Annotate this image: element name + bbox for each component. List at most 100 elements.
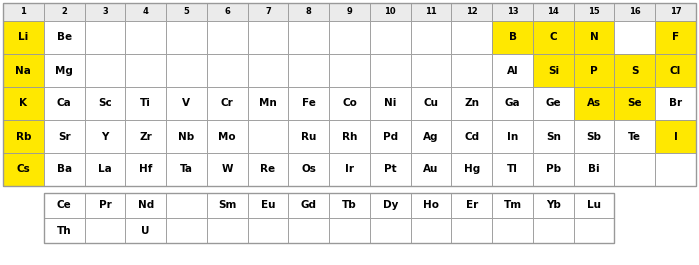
Text: Ga: Ga [505, 99, 520, 108]
Bar [492, 3, 533, 21]
Bar [655, 3, 696, 21]
Bar [125, 120, 166, 153]
Bar [452, 3, 492, 21]
Text: Pt: Pt [384, 165, 396, 174]
Bar [85, 120, 125, 153]
Bar [207, 21, 247, 54]
Text: Rb: Rb [15, 131, 31, 142]
Bar [370, 21, 410, 54]
Bar [289, 120, 329, 153]
Bar [166, 218, 207, 243]
Bar [492, 193, 533, 218]
Bar [247, 54, 289, 87]
Bar [166, 3, 207, 21]
Text: 2: 2 [62, 7, 67, 16]
Bar [85, 21, 125, 54]
Bar [533, 21, 574, 54]
Bar [289, 21, 329, 54]
Bar [289, 54, 329, 87]
Text: Dy: Dy [382, 201, 398, 210]
Bar [166, 193, 207, 218]
Text: Mn: Mn [259, 99, 277, 108]
Text: Ba: Ba [57, 165, 72, 174]
Bar [207, 54, 247, 87]
Text: 11: 11 [425, 7, 437, 16]
Bar [44, 218, 85, 243]
Bar [492, 218, 533, 243]
Text: 5: 5 [184, 7, 189, 16]
Bar [574, 120, 614, 153]
Bar [247, 120, 289, 153]
Bar [370, 120, 410, 153]
Text: Mg: Mg [55, 65, 73, 76]
Bar [3, 120, 44, 153]
Bar [614, 120, 655, 153]
Text: Lu: Lu [587, 201, 601, 210]
Bar [370, 87, 410, 120]
Bar [410, 3, 452, 21]
Bar [370, 54, 410, 87]
Bar [329, 120, 370, 153]
Bar [614, 3, 655, 21]
Bar [370, 3, 410, 21]
Text: Ti: Ti [140, 99, 151, 108]
Bar [410, 193, 452, 218]
Text: S: S [631, 65, 639, 76]
Text: Zn: Zn [464, 99, 480, 108]
Bar [3, 3, 696, 186]
Text: 10: 10 [384, 7, 396, 16]
Text: La: La [98, 165, 112, 174]
Text: Pb: Pb [546, 165, 561, 174]
Bar [574, 153, 614, 186]
Bar [410, 87, 452, 120]
Text: Tm: Tm [503, 201, 521, 210]
Bar [410, 218, 452, 243]
Text: 13: 13 [507, 7, 519, 16]
Bar [207, 193, 247, 218]
Text: Y: Y [101, 131, 108, 142]
Text: 8: 8 [306, 7, 312, 16]
Text: 4: 4 [143, 7, 149, 16]
Text: Pd: Pd [382, 131, 398, 142]
Bar [85, 193, 125, 218]
Text: 12: 12 [466, 7, 477, 16]
Text: V: V [182, 99, 190, 108]
Bar [3, 3, 44, 21]
Text: Ag: Ag [424, 131, 439, 142]
Bar [452, 54, 492, 87]
Bar [207, 120, 247, 153]
Text: Tb: Tb [342, 201, 357, 210]
Bar [533, 54, 574, 87]
Text: Cs: Cs [17, 165, 30, 174]
Text: Ni: Ni [384, 99, 396, 108]
Text: Th: Th [57, 226, 71, 236]
Bar [3, 21, 44, 54]
Text: 14: 14 [547, 7, 559, 16]
Bar [125, 54, 166, 87]
Text: 16: 16 [629, 7, 641, 16]
Bar [533, 193, 574, 218]
Bar [3, 87, 44, 120]
Text: Tl: Tl [507, 165, 518, 174]
Text: Au: Au [424, 165, 439, 174]
Bar [452, 193, 492, 218]
Bar [614, 54, 655, 87]
Text: Be: Be [57, 33, 72, 42]
Bar [410, 54, 452, 87]
Text: Sb: Sb [586, 131, 602, 142]
Bar [655, 21, 696, 54]
Bar [452, 218, 492, 243]
Text: Re: Re [261, 165, 275, 174]
Text: Ce: Ce [57, 201, 71, 210]
Bar [533, 120, 574, 153]
Bar [166, 120, 207, 153]
Bar [207, 3, 247, 21]
Bar [166, 54, 207, 87]
Text: Sr: Sr [58, 131, 71, 142]
Bar [207, 153, 247, 186]
Text: Cl: Cl [670, 65, 682, 76]
Text: Os: Os [301, 165, 316, 174]
Text: Li: Li [18, 33, 29, 42]
Text: Er: Er [466, 201, 478, 210]
Bar [166, 21, 207, 54]
